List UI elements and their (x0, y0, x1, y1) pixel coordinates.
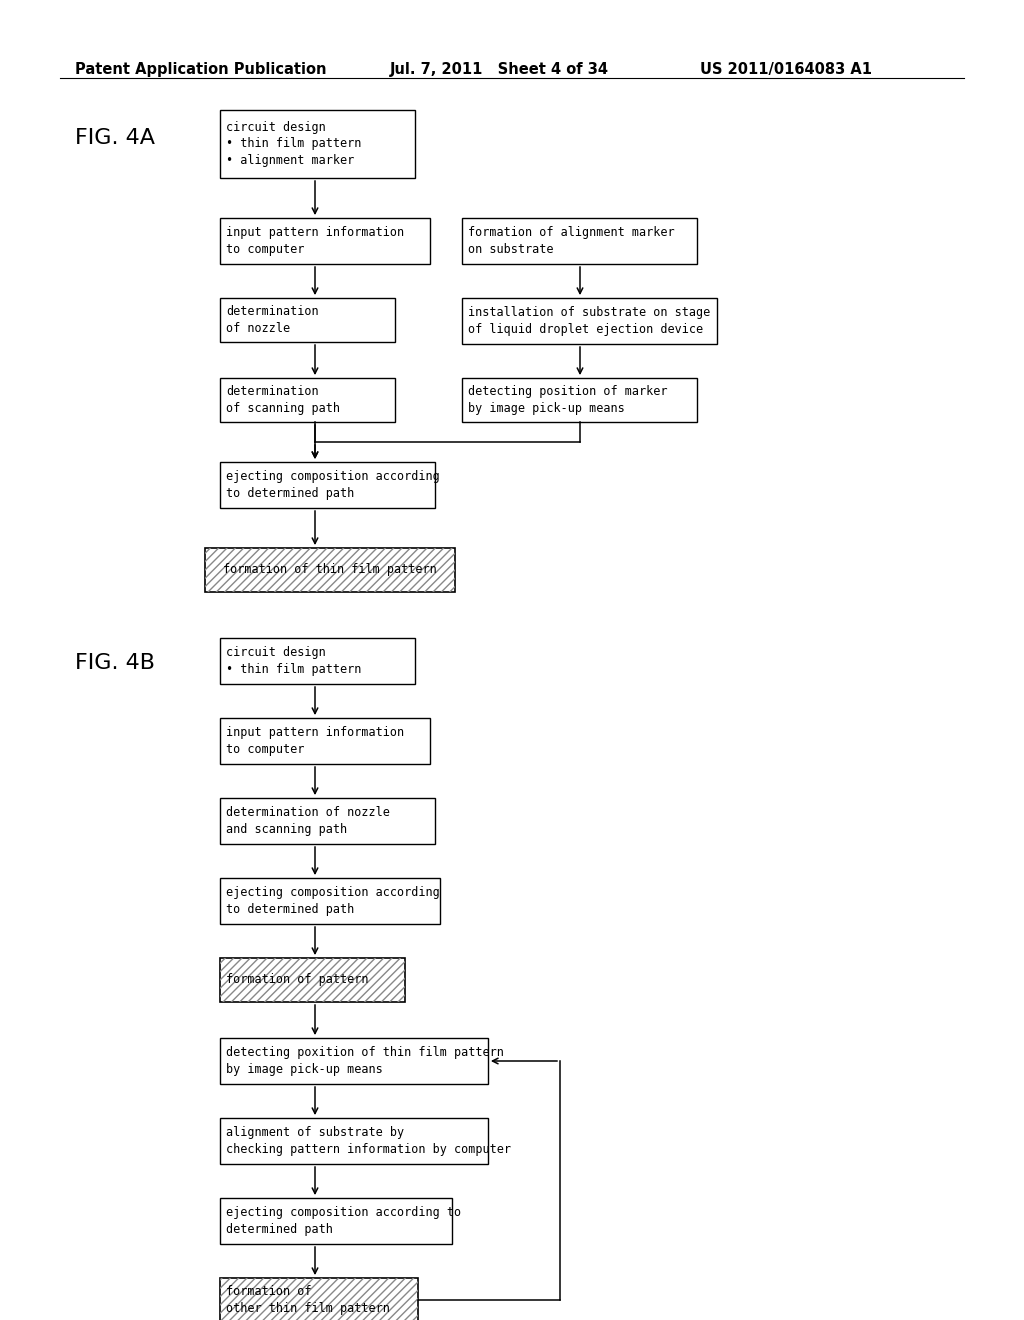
Bar (220, 638, 415, 684)
Text: ejecting composition according
to determined path: ejecting composition according to determ… (226, 470, 439, 500)
Bar (220, 958, 406, 1002)
Bar (462, 378, 697, 422)
Text: circuit design
• thin film pattern
• alignment marker: circuit design • thin film pattern • ali… (226, 121, 361, 168)
Text: determination of nozzle
and scanning path: determination of nozzle and scanning pat… (226, 807, 390, 836)
Text: Jul. 7, 2011   Sheet 4 of 34: Jul. 7, 2011 Sheet 4 of 34 (390, 62, 609, 77)
Bar (220, 1199, 452, 1243)
Text: input pattern information
to computer: input pattern information to computer (226, 226, 404, 256)
Bar (462, 218, 697, 264)
Text: US 2011/0164083 A1: US 2011/0164083 A1 (700, 62, 872, 77)
Text: determination
of nozzle: determination of nozzle (226, 305, 318, 335)
Text: input pattern information
to computer: input pattern information to computer (226, 726, 404, 756)
Text: detecting poxition of thin film pattern
by image pick-up means: detecting poxition of thin film pattern … (226, 1047, 504, 1076)
Text: formation of
other thin film pattern: formation of other thin film pattern (226, 1286, 390, 1315)
Bar (205, 548, 455, 591)
Text: formation of pattern: formation of pattern (226, 974, 369, 986)
Bar (220, 1278, 418, 1320)
Text: determination
of scanning path: determination of scanning path (226, 385, 340, 414)
Text: FIG. 4A: FIG. 4A (75, 128, 155, 148)
Bar (220, 110, 415, 178)
Text: alignment of substrate by
checking pattern information by computer: alignment of substrate by checking patte… (226, 1126, 511, 1156)
Bar (205, 548, 455, 591)
Bar (220, 1038, 488, 1084)
Bar (220, 1118, 488, 1164)
Bar (220, 799, 435, 843)
Text: circuit design
• thin film pattern: circuit design • thin film pattern (226, 647, 361, 676)
Text: FIG. 4B: FIG. 4B (75, 653, 155, 673)
Text: formation of thin film pattern: formation of thin film pattern (223, 564, 437, 577)
Bar (220, 298, 395, 342)
Bar (462, 298, 717, 345)
Text: Patent Application Publication: Patent Application Publication (75, 62, 327, 77)
Text: detecting position of marker
by image pick-up means: detecting position of marker by image pi… (468, 385, 668, 414)
Text: ejecting composition according
to determined path: ejecting composition according to determ… (226, 886, 439, 916)
Text: installation of substrate on stage
of liquid droplet ejection device: installation of substrate on stage of li… (468, 306, 711, 335)
Bar (220, 378, 395, 422)
Bar (220, 218, 430, 264)
Text: formation of alignment marker
on substrate: formation of alignment marker on substra… (468, 226, 675, 256)
Bar (220, 958, 406, 1002)
Bar (220, 462, 435, 508)
Bar (220, 1278, 418, 1320)
Bar (220, 878, 440, 924)
Text: ejecting composition according to
determined path: ejecting composition according to determ… (226, 1206, 461, 1236)
Bar (220, 718, 430, 764)
